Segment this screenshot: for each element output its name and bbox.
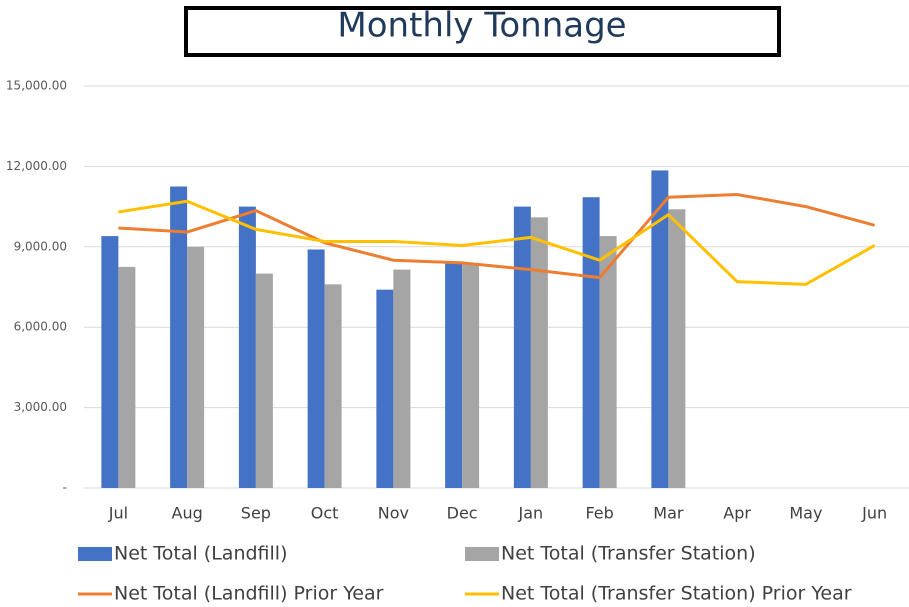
legend-label: Net Total (Transfer Station) [501,543,756,565]
y-tick-label: 12,000.00 [6,159,67,173]
bar [513,206,531,488]
bar [393,269,411,488]
chart-title: Monthly Tonnage [337,6,626,46]
y-tick-label: 15,000.00 [6,79,67,93]
y-tick-label: 3,000.00 [14,400,67,414]
bar [238,206,256,488]
legend-swatch [78,547,112,561]
x-tick-label: Apr [723,504,751,523]
bar [582,197,600,488]
x-tick-label: Jun [861,504,887,523]
x-tick-label: Nov [378,504,409,523]
x-tick-label: Dec [447,504,478,523]
legend-swatch [465,547,499,561]
bar [170,186,188,488]
x-tick-label: Mar [653,504,684,523]
bar [324,284,342,488]
bar [187,246,205,488]
legend-label: Net Total (Landfill) [114,543,288,565]
bar [376,289,394,488]
x-tick-label: Aug [172,504,203,523]
bar [599,236,617,488]
x-tick-label: May [789,504,822,523]
bar [651,170,669,489]
x-tick-label: Jul [108,504,128,523]
bar [668,209,686,488]
bar [307,249,325,488]
line [118,193,876,280]
line [118,199,876,286]
x-tick-label: Feb [585,504,613,523]
bar [530,217,548,488]
y-tick-label: 6,000.00 [14,320,67,334]
title-box [184,6,781,57]
x-tick-label: Jan [518,504,544,523]
x-tick-label: Oct [311,504,339,523]
bar [255,273,273,488]
bar [101,236,119,488]
x-tick-label: Sep [241,504,271,523]
legend-label: Net Total (Transfer Station) Prior Year [501,583,852,605]
y-tick-label: - [63,481,67,495]
bar [462,262,480,488]
legend-label: Net Total (Landfill) Prior Year [114,583,384,605]
bar [445,261,463,488]
y-tick-label: 9,000.00 [14,239,67,253]
bar [118,266,136,488]
